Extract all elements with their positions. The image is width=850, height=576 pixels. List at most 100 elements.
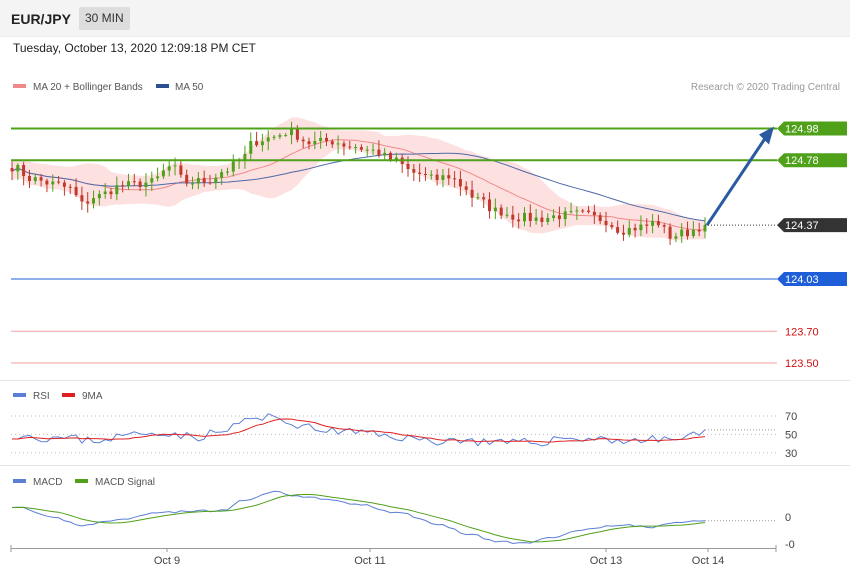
rsi-legend: RSI 9MA: [13, 391, 103, 402]
legend-ma50: MA 50: [175, 82, 204, 93]
candle-body: [557, 215, 561, 220]
candle-body: [97, 194, 101, 199]
bollinger-bands: [12, 117, 705, 241]
candle-body: [377, 149, 381, 156]
candle-body: [278, 135, 282, 137]
rsi-9ma-series: [12, 418, 706, 443]
candle-body: [249, 141, 253, 154]
rsi-tick-label: 30: [785, 448, 797, 460]
candle-body: [686, 229, 689, 237]
level-label: 124.98: [785, 124, 819, 136]
candle-body: [115, 185, 119, 195]
candle-body: [389, 152, 392, 161]
candle-body: [639, 224, 643, 231]
candle-body: [167, 166, 171, 171]
candle-body: [80, 195, 84, 202]
candle-body: [470, 189, 474, 198]
rsi-tick-label: 70: [785, 411, 797, 423]
candle-body: [662, 225, 666, 227]
datetime-label: Tuesday, October 13, 2020 12:09:18 PM CE…: [13, 41, 256, 55]
x-tick-label: Oct 13: [590, 555, 622, 567]
legend-macd: MACD: [33, 477, 62, 488]
projection-arrow: [705, 137, 767, 226]
legend-9ma: 9MA: [82, 391, 103, 402]
ma50-line: [11, 152, 706, 222]
candle-body: [528, 212, 532, 221]
candle-body: [150, 178, 154, 183]
timeframe-button[interactable]: 30 MIN: [79, 7, 130, 30]
candle-body: [319, 137, 323, 141]
candle-body: [86, 201, 90, 204]
candle-body: [156, 176, 160, 179]
candle-body: [598, 215, 602, 221]
candle-body: [394, 157, 398, 161]
candle-body: [575, 210, 579, 212]
legend-rsi: RSI: [33, 391, 50, 402]
rsi-tick-label: 50: [785, 429, 797, 441]
candle-body: [604, 220, 608, 225]
candle-body: [453, 178, 457, 180]
candle-body: [62, 182, 66, 187]
x-axis: Oct 9 Oct 11 Oct 13 Oct 14: [10, 545, 777, 567]
rsi-series: [12, 413, 706, 447]
legend-ma20: MA 20 + Bollinger Bands: [33, 82, 143, 93]
candle-body: [313, 141, 317, 145]
candle-body: [680, 229, 684, 237]
candle-body: [365, 149, 369, 151]
candle-body: [493, 207, 497, 212]
ma20-series: [11, 139, 706, 231]
candle-body: [109, 191, 113, 195]
candle-body: [435, 174, 439, 180]
legend-macd-signal: MACD Signal: [95, 477, 155, 488]
candle-body: [226, 171, 229, 173]
candle-body: [121, 185, 125, 187]
macd-legend: MACD MACD Signal: [13, 477, 155, 488]
ma50-series: [11, 152, 706, 222]
candle-body: [645, 224, 649, 226]
candle-body: [325, 137, 328, 142]
candle-body: [569, 211, 573, 213]
candle-body: [92, 198, 95, 204]
candle-body: [354, 147, 358, 149]
macd-panel: 0 -0: [11, 490, 795, 551]
rsi-panel: 70 50 30: [11, 411, 797, 460]
projection-arrowhead: [759, 126, 774, 145]
candle-body: [295, 128, 299, 140]
candle-body: [499, 207, 503, 216]
candle-body: [16, 165, 20, 172]
candle-body: [57, 181, 61, 183]
level-tag: [777, 121, 847, 136]
candle-body: [610, 225, 614, 228]
symbol-label: EUR/JPY: [11, 11, 71, 27]
x-tick-label: Oct 11: [354, 555, 386, 567]
level-label: 124.78: [785, 155, 819, 167]
candle-body: [697, 229, 701, 232]
candle-body: [45, 180, 49, 185]
candle-body: [622, 232, 625, 235]
candle-body: [22, 165, 26, 177]
candle-body: [412, 169, 416, 173]
candle-body: [546, 217, 550, 222]
level-label: 124.37: [785, 220, 819, 232]
candle-body: [587, 210, 590, 212]
candle-body: [260, 141, 264, 146]
candle-body: [447, 175, 451, 179]
legend-swatch-macd: [13, 479, 26, 483]
candle-body: [336, 143, 340, 145]
candle-body: [208, 182, 212, 184]
candle-body: [144, 182, 148, 187]
candle-body: [103, 191, 107, 194]
candle-body: [616, 227, 620, 233]
candle-body: [138, 181, 142, 187]
candle-body: [511, 214, 515, 220]
candle-body: [290, 128, 293, 136]
candle-body: [418, 172, 422, 174]
candle-body: [429, 174, 433, 176]
x-tick-label: Oct 14: [692, 555, 724, 567]
candle-body: [28, 176, 31, 182]
candle-body: [627, 227, 631, 235]
macd-tick-label: -0: [785, 539, 795, 551]
macd-tick-label: 0: [785, 512, 791, 524]
candle-body: [517, 219, 521, 222]
